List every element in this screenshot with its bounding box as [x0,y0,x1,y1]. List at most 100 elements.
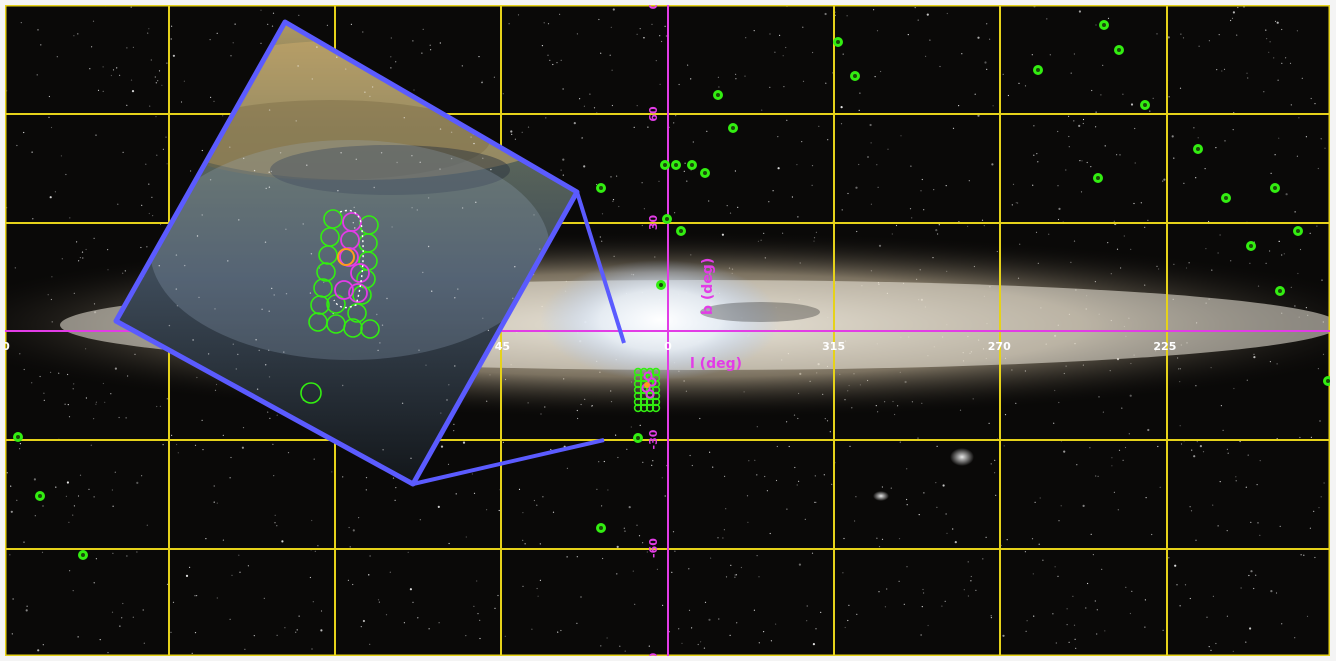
star [1253,587,1255,590]
star [1107,17,1110,19]
star [68,521,70,524]
y-tick-label: 0 [647,1,660,9]
star [352,583,354,586]
star [925,55,927,58]
star [878,546,881,548]
star [365,489,367,491]
star [176,443,178,446]
star [1152,97,1154,99]
star [213,100,215,102]
star [664,495,666,497]
star [718,86,720,88]
star [920,190,922,192]
star [1171,135,1174,138]
inset-star [345,68,347,70]
observation-marker-center [81,553,85,557]
observation-marker-center [853,74,857,78]
star [911,217,913,219]
star [756,474,758,476]
star [68,416,71,418]
star [1197,137,1199,139]
star [191,652,193,654]
star [668,631,671,633]
star [1151,533,1153,536]
star [1217,252,1219,254]
star [126,104,128,106]
star [1049,54,1051,56]
star [1299,436,1301,439]
star [990,615,992,617]
inset-star [382,449,384,451]
star [369,555,371,557]
star [91,46,93,48]
star [76,241,78,243]
star [37,649,40,652]
inset-star [310,253,313,255]
inset-star [533,214,535,216]
star [1296,155,1298,157]
inset-star [207,353,210,355]
star [141,204,143,206]
star [562,158,565,161]
star [1060,505,1062,507]
inset-star [238,219,240,221]
star [820,611,822,614]
star [806,620,808,622]
star [986,23,988,25]
star [1296,30,1298,32]
star [783,86,785,88]
star [155,116,157,118]
star [465,536,467,538]
star [1246,72,1248,74]
star [66,481,69,484]
star [56,56,58,58]
star [1033,125,1035,127]
star [320,610,323,612]
star [409,588,412,591]
star [545,117,547,119]
y-axis-label: b (deg) [700,258,716,315]
star [968,180,970,182]
inset-star [175,254,178,256]
inset-star [490,168,492,171]
star [717,537,719,539]
inset-star [514,266,516,268]
star [311,519,313,522]
inset-star [401,402,404,404]
star [616,545,619,549]
star [54,191,57,193]
star [276,525,278,527]
star [1058,520,1060,522]
x-axis-label: l (deg) [690,356,742,372]
star [395,61,397,63]
star [1113,220,1115,222]
star [272,12,275,14]
star [967,225,969,227]
star [768,201,770,203]
star [126,555,128,557]
star [1057,575,1059,577]
star [142,609,144,611]
inset-star [379,342,381,344]
star [994,459,996,461]
star [921,178,923,181]
star [726,205,728,207]
observation-marker-center [703,171,707,175]
star [661,40,663,43]
star [541,45,544,47]
star [628,506,631,509]
star [858,109,860,111]
star [1102,64,1104,66]
star [229,477,231,479]
star [706,130,708,132]
star [148,183,150,185]
star [107,249,109,251]
star [606,637,608,639]
star [395,487,397,489]
inset-star [258,349,260,352]
star [476,580,478,582]
inset-star [411,207,413,209]
star [1162,180,1164,182]
star [524,543,526,545]
star [1259,460,1261,462]
